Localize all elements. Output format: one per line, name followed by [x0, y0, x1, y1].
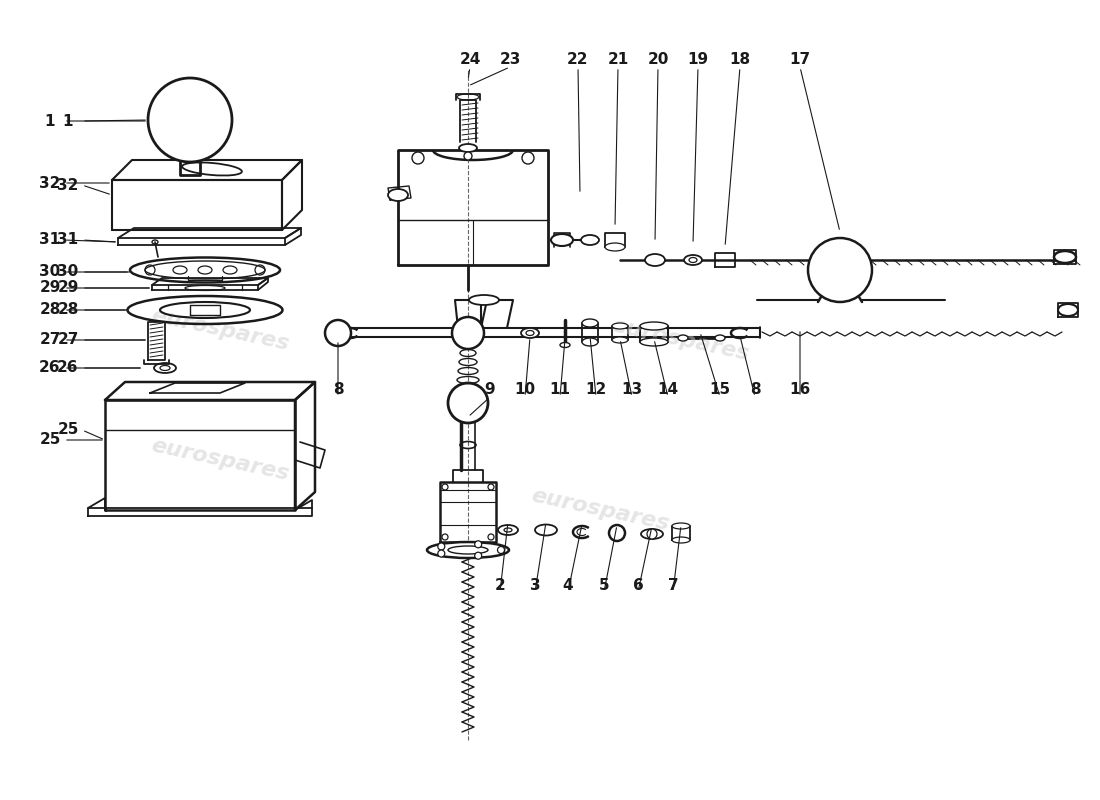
Circle shape [497, 546, 505, 554]
Text: 16: 16 [790, 382, 811, 398]
Text: 11: 11 [550, 382, 571, 398]
Circle shape [609, 525, 625, 541]
Text: 13: 13 [621, 382, 642, 398]
Text: eurospares: eurospares [609, 315, 751, 365]
Text: 25: 25 [40, 433, 60, 447]
Circle shape [148, 78, 232, 162]
Text: 6: 6 [632, 578, 644, 593]
Text: 1: 1 [45, 114, 55, 129]
Ellipse shape [551, 234, 573, 246]
Circle shape [324, 320, 351, 346]
Circle shape [442, 534, 448, 540]
Circle shape [442, 484, 448, 490]
Ellipse shape [582, 319, 598, 327]
Ellipse shape [535, 525, 557, 535]
Ellipse shape [684, 255, 702, 265]
Circle shape [647, 529, 657, 539]
Text: 5: 5 [598, 578, 609, 593]
Text: 26: 26 [57, 361, 79, 375]
Ellipse shape [612, 337, 628, 343]
Ellipse shape [605, 243, 625, 251]
Text: 24: 24 [460, 53, 481, 67]
Ellipse shape [427, 542, 509, 558]
Circle shape [522, 152, 534, 164]
Ellipse shape [498, 525, 518, 535]
Ellipse shape [672, 523, 690, 529]
Text: 29: 29 [40, 281, 60, 295]
Text: eurospares: eurospares [150, 306, 290, 354]
Text: 30: 30 [40, 265, 60, 279]
Circle shape [448, 383, 488, 423]
Text: 18: 18 [729, 53, 750, 67]
Circle shape [808, 238, 872, 302]
Circle shape [438, 550, 444, 557]
Text: eurospares: eurospares [150, 435, 290, 485]
Text: 23: 23 [499, 53, 520, 67]
Text: 8: 8 [750, 382, 760, 398]
Text: 28: 28 [40, 302, 60, 318]
Text: 17: 17 [790, 53, 811, 67]
Circle shape [464, 152, 472, 160]
Ellipse shape [459, 144, 477, 152]
Text: 2: 2 [495, 578, 505, 593]
Text: 32: 32 [57, 178, 79, 193]
Ellipse shape [469, 295, 499, 305]
Text: 9: 9 [485, 382, 495, 398]
Ellipse shape [521, 328, 539, 338]
Ellipse shape [641, 529, 663, 539]
Circle shape [488, 534, 494, 540]
Ellipse shape [388, 189, 408, 201]
Text: 10: 10 [515, 382, 536, 398]
Text: 28: 28 [57, 302, 79, 318]
Ellipse shape [582, 338, 598, 346]
Text: 8: 8 [332, 382, 343, 398]
Text: 12: 12 [585, 382, 606, 398]
Circle shape [475, 541, 482, 548]
Ellipse shape [560, 342, 570, 347]
Ellipse shape [672, 537, 690, 543]
Text: 19: 19 [688, 53, 708, 67]
Text: 4: 4 [563, 578, 573, 593]
Text: 27: 27 [40, 333, 60, 347]
Ellipse shape [678, 335, 688, 341]
Text: 1: 1 [63, 114, 74, 129]
Text: 31: 31 [40, 233, 60, 247]
Ellipse shape [581, 235, 600, 245]
Text: 22: 22 [568, 53, 588, 67]
Text: 3: 3 [530, 578, 540, 593]
Text: 15: 15 [710, 382, 730, 398]
Circle shape [438, 543, 444, 550]
Text: 20: 20 [647, 53, 669, 67]
Ellipse shape [612, 323, 628, 329]
Ellipse shape [645, 254, 665, 266]
Circle shape [452, 317, 484, 349]
Text: 14: 14 [658, 382, 679, 398]
Ellipse shape [640, 338, 668, 346]
Text: 29: 29 [57, 281, 79, 295]
Circle shape [475, 552, 482, 559]
Ellipse shape [640, 322, 668, 330]
Text: 32: 32 [40, 175, 60, 190]
Text: 25: 25 [57, 422, 79, 438]
Ellipse shape [1058, 304, 1078, 316]
Text: 31: 31 [57, 233, 78, 247]
Ellipse shape [715, 335, 725, 341]
Text: 26: 26 [40, 361, 60, 375]
Text: 7: 7 [668, 578, 679, 593]
Text: 30: 30 [57, 265, 78, 279]
Ellipse shape [1054, 251, 1076, 263]
Text: 21: 21 [607, 53, 628, 67]
Text: 27: 27 [57, 333, 79, 347]
Circle shape [488, 484, 494, 490]
Text: eurospares: eurospares [529, 486, 671, 534]
Circle shape [412, 152, 424, 164]
